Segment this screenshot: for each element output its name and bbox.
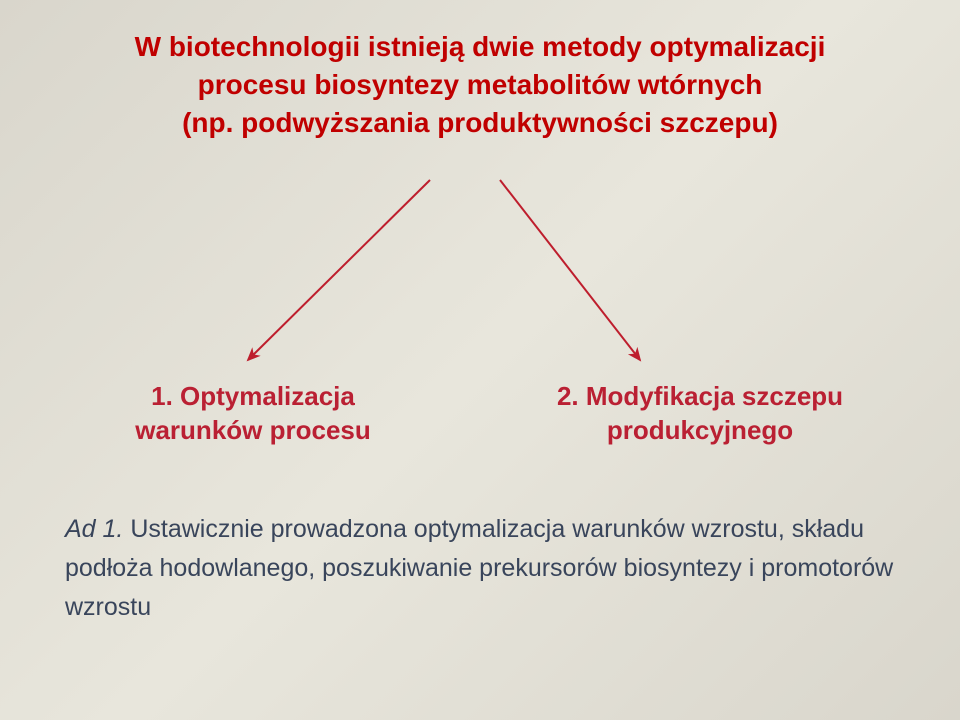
branch-right-line1: 2. Modyfikacja szczepu xyxy=(557,381,843,411)
arrow-right xyxy=(500,180,640,360)
body-paragraph: Ad 1. Ustawicznie prowadzona optymalizac… xyxy=(65,510,895,626)
title-line-3: (np. podwyższania produktywności szczepu… xyxy=(182,107,778,138)
branch-left-line2: warunków procesu xyxy=(135,415,371,445)
branch-left-line1: 1. Optymalizacja xyxy=(151,381,355,411)
slide: W biotechnologii istnieją dwie metody op… xyxy=(0,0,960,720)
body-text: Ustawicznie prowadzona optymalizacja war… xyxy=(65,515,893,621)
branch-right: 2. Modyfikacja szczepu produkcyjnego xyxy=(520,380,880,448)
title-line-2: procesu biosyntezy metabolitów wtórnych xyxy=(198,69,763,100)
slide-title: W biotechnologii istnieją dwie metody op… xyxy=(50,28,910,141)
branch-left: 1. Optymalizacja warunków procesu xyxy=(98,380,408,448)
branch-right-line2: produkcyjnego xyxy=(607,415,793,445)
arrow-left xyxy=(248,180,430,360)
body-lead: Ad 1. xyxy=(65,515,123,543)
title-line-1: W biotechnologii istnieją dwie metody op… xyxy=(135,31,826,62)
